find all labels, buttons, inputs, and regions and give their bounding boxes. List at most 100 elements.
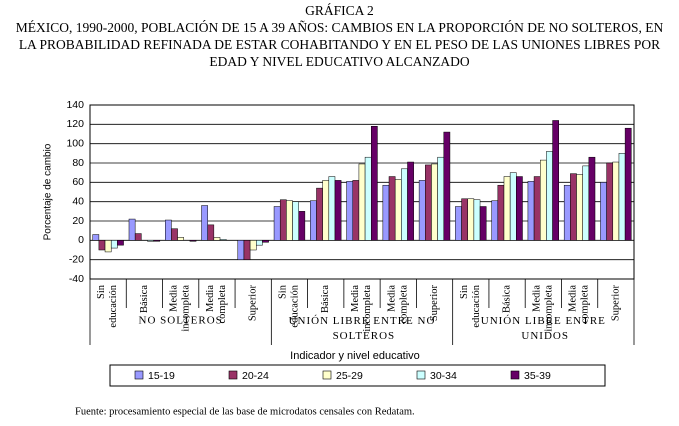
bar — [563, 184, 571, 241]
x-tick-label-line: Sin — [278, 284, 289, 299]
x-tick-label: Superior — [429, 285, 440, 322]
chart-title: GRÁFICA 2 — [305, 3, 374, 18]
legend-swatch — [322, 370, 332, 380]
bar — [92, 234, 100, 241]
y-tick-label: 100 — [66, 137, 84, 149]
legend-swatch — [416, 370, 426, 380]
x-axis-label: Indicador y nivel educativo — [290, 350, 420, 362]
bar — [425, 164, 432, 241]
bar — [455, 206, 462, 241]
bar — [310, 200, 317, 241]
bar — [279, 199, 287, 241]
bar — [328, 176, 336, 241]
bar — [104, 240, 112, 253]
x-tick-label-line: completa — [217, 285, 228, 326]
bar — [540, 159, 547, 241]
bar — [219, 239, 227, 241]
bar — [588, 156, 596, 241]
bar — [147, 240, 154, 242]
bar — [388, 176, 396, 241]
bar — [382, 184, 390, 241]
x-tick-label-line: educación — [290, 284, 301, 330]
x-tick-label-line: completa — [399, 285, 410, 326]
bar — [352, 180, 360, 241]
x-tick-label: Sin educación — [278, 284, 301, 330]
bar — [600, 182, 607, 241]
x-tick-label: Superior — [248, 285, 259, 322]
bar — [346, 181, 354, 241]
header: GRÁFICA 2 MÉXICO, 1990-2000, POBLACIÓN D… — [0, 2, 679, 70]
bar — [401, 168, 408, 241]
group-label-line: UNIÓN LIBRE ENTRE — [481, 315, 606, 327]
group-label-line: UNIÓN LIBRE ENTRE NO — [289, 315, 436, 327]
x-tick-label-line: incompleta — [362, 285, 373, 335]
y-tick-label: 120 — [66, 118, 84, 130]
bar — [612, 161, 620, 241]
x-tick-label: Sin educación — [97, 284, 120, 330]
bar — [358, 163, 366, 241]
bar — [473, 199, 481, 241]
bar — [509, 172, 517, 241]
bar — [262, 240, 269, 243]
x-tick-label-line: Media — [350, 285, 361, 312]
bar — [503, 176, 511, 241]
legend-label: 15-19 — [148, 370, 175, 382]
bar — [461, 198, 468, 241]
bar — [273, 206, 281, 241]
chart-subtitle: MÉXICO, 1990-2000, POBLACIÓN DE 15 A 39 … — [15, 20, 664, 69]
x-tick-label-line: Media — [205, 285, 216, 312]
x-tick-label: Media incompleta — [532, 285, 555, 335]
bar — [570, 173, 577, 241]
bar — [316, 187, 323, 241]
y-tick-label: 0 — [78, 234, 84, 246]
x-tick-label-line: Sin — [459, 284, 470, 299]
bar — [576, 174, 583, 241]
bar — [117, 240, 124, 246]
x-tick-label-line: educación — [109, 284, 120, 330]
legend-swatch — [510, 370, 520, 380]
x-tick-label-line: Sin — [97, 284, 108, 299]
bar — [516, 176, 523, 241]
y-tick-label: 20 — [72, 215, 84, 227]
x-tick-label: Básica — [139, 285, 150, 313]
bar — [394, 179, 402, 241]
bar — [533, 176, 541, 241]
bar — [98, 240, 106, 251]
legend-label: 25-29 — [336, 370, 363, 382]
bar — [418, 180, 426, 241]
bar — [134, 233, 142, 241]
bar — [370, 126, 378, 241]
group-label: NO SOLTEROS — [139, 315, 223, 327]
bar — [546, 151, 553, 241]
legend-swatch — [228, 370, 238, 380]
bar — [128, 218, 136, 241]
x-tick-label: Media incompleta — [169, 285, 192, 335]
bar — [249, 240, 257, 251]
legend-label: 30-34 — [430, 370, 457, 382]
bar — [443, 131, 451, 241]
bar — [213, 237, 221, 241]
x-tick-label: Básica — [501, 285, 512, 313]
legend-box — [109, 364, 606, 387]
bar — [243, 240, 251, 260]
bar — [552, 120, 559, 241]
bar — [153, 240, 161, 242]
y-tick-label: 40 — [72, 195, 84, 207]
x-tick-label-line: incompleta — [181, 285, 192, 335]
bar — [582, 165, 590, 241]
x-tick-label-line: Media — [532, 285, 543, 312]
bar — [177, 237, 184, 241]
bar — [431, 163, 438, 241]
x-tick-label-line: educación — [471, 284, 482, 330]
bar — [322, 180, 330, 241]
x-tick-label: Media completa — [205, 285, 228, 326]
x-tick-label-line: Media — [568, 285, 579, 312]
bar — [497, 184, 505, 241]
x-tick-label-line: completa — [580, 285, 591, 326]
bar — [479, 206, 487, 241]
legend-label: 20-24 — [242, 370, 269, 382]
y-tick-label: 80 — [72, 157, 84, 169]
x-tick-label-line: Media — [169, 285, 180, 312]
x-tick-label-line: incompleta — [544, 285, 555, 335]
